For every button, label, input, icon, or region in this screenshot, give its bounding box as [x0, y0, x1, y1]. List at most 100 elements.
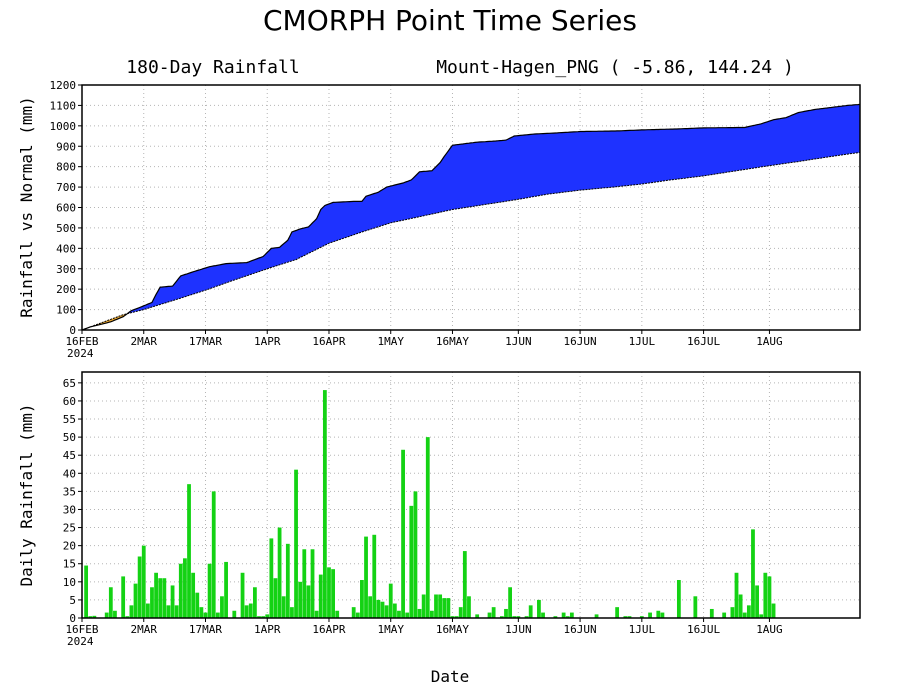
y-tick-label: 40 — [63, 467, 76, 480]
daily-rain-bar — [265, 614, 270, 618]
x-axis-label: Date — [431, 667, 470, 686]
daily-rain-bar — [211, 491, 216, 618]
x-tick-label: 1MAY — [377, 335, 404, 348]
daily-rain-bar — [137, 556, 142, 618]
daily-rain-bar — [434, 594, 438, 618]
x-tick-label: 16FEB — [65, 623, 98, 636]
daily-rain-bar — [183, 558, 187, 618]
daily-rain-bar — [656, 610, 661, 618]
daily-rain-bar — [446, 598, 451, 618]
y-tick-label: 300 — [56, 263, 76, 276]
daily-rain-bar — [709, 608, 714, 618]
chart-title: CMORPH Point Time Series — [263, 4, 637, 37]
x-tick-label: 2MAR — [130, 335, 157, 348]
y-tick-label: 65 — [63, 377, 76, 390]
daily-rain-bar — [467, 596, 471, 618]
daily-rain-bar — [730, 607, 735, 618]
daily-rain-bar — [244, 605, 249, 618]
daily-rain-bar — [454, 616, 459, 618]
normal-series-line — [81, 151, 861, 331]
top-panel: 0 100 200 300 400 500 600 700 800 900 1000 1100 1200… — [17, 79, 861, 360]
daily-rain-bar — [504, 608, 508, 618]
daily-rain-bar — [327, 567, 331, 618]
daily-rain-bar — [565, 616, 570, 618]
y-tick-label: 600 — [56, 202, 76, 215]
y-tick-label: 400 — [56, 242, 76, 255]
y-tick-label: 900 — [56, 140, 76, 153]
daily-rain-bar — [751, 529, 755, 618]
y-tick-label: 700 — [56, 181, 76, 194]
y-tick-label: 60 — [63, 395, 76, 408]
x-tick-year: 2024 — [67, 347, 94, 360]
daily-rain-bar — [129, 605, 134, 618]
top-panel-areas — [81, 103, 861, 331]
y-tick-label: 800 — [56, 161, 76, 174]
daily-rain-bar — [318, 574, 323, 618]
x-tick-label: 1JUN — [505, 623, 532, 636]
daily-rain-bar — [392, 603, 397, 618]
daily-rain-bar — [203, 612, 208, 618]
daily-rain-bar — [174, 605, 179, 618]
daily-rain-bar — [763, 572, 768, 618]
daily-rain-bar — [158, 578, 163, 618]
daily-rain-bar — [738, 594, 743, 618]
daily-rain-bar — [639, 616, 644, 618]
daily-rain-bar — [499, 616, 504, 618]
daily-rain-bar — [537, 599, 541, 618]
daily-rain-bar — [372, 534, 377, 618]
daily-rain-bar — [615, 607, 620, 618]
daily-rain-bar — [397, 610, 401, 618]
daily-rain-bar — [220, 596, 224, 618]
daily-rain-bar — [368, 596, 373, 618]
daily-rain-bar — [269, 538, 274, 618]
x-tick-label: 1JUL — [629, 335, 656, 348]
daily-rain-bar — [125, 616, 130, 618]
daily-rain-bar — [113, 610, 117, 618]
bottom-panel-y-label: Daily Rainfall (mm) — [17, 403, 36, 586]
daily-rain-bar — [742, 612, 747, 618]
rainfall-series-line — [81, 103, 861, 331]
daily-rain-bar — [759, 614, 764, 618]
x-tick-label: 1JUL — [629, 623, 656, 636]
daily-rain-bar — [569, 612, 574, 618]
top-panel-y-label: Rainfall vs Normal (mm) — [17, 96, 36, 318]
daily-rain-bar — [409, 505, 414, 618]
y-tick-label: 10 — [63, 576, 76, 589]
surplus-area — [127, 104, 861, 314]
y-tick-label: 5 — [69, 594, 76, 607]
daily-rain-bar — [450, 616, 455, 618]
daily-rain-bar — [425, 437, 430, 618]
daily-rain-bar — [298, 581, 303, 618]
daily-rain-bar — [722, 612, 727, 618]
daily-rain-bar — [491, 607, 496, 618]
x-tick-label: 1APR — [254, 623, 281, 636]
daily-rain-bar — [335, 610, 340, 618]
bottom-panel-y-ticks: 0 5 10 15 20 25 30 35 40 45 50 55 60 65 — [63, 377, 82, 625]
daily-rain-bar — [261, 616, 266, 618]
daily-rain-bar — [290, 607, 294, 618]
daily-rain-bar — [257, 616, 261, 618]
daily-rain-bar — [380, 601, 385, 618]
y-tick-label: 15 — [63, 558, 76, 571]
daily-rain-bar — [421, 594, 426, 618]
daily-rain-bar — [215, 612, 220, 618]
daily-rain-bar — [285, 543, 290, 618]
x-tick-label: 1JUN — [505, 335, 532, 348]
daily-rain-bar — [145, 603, 150, 618]
daily-rain-bar — [154, 572, 158, 618]
daily-rain-bar — [376, 599, 381, 618]
daily-rain-bar — [88, 616, 93, 618]
daily-rain-bar — [253, 587, 257, 618]
daily-rain-bar — [413, 491, 418, 618]
daily-rain-bar — [195, 592, 200, 618]
daily-rain-bar — [281, 596, 286, 618]
daily-rain-bar — [388, 583, 393, 618]
daily-rain-bar — [384, 605, 389, 618]
daily-rain-bar — [141, 545, 146, 618]
daily-rain-bar — [524, 616, 529, 618]
daily-rain-bar — [487, 612, 492, 618]
x-tick-label: 2MAR — [130, 623, 157, 636]
x-tick-label: 16MAY — [436, 335, 469, 348]
daily-rain-bar — [541, 612, 545, 618]
daily-rain-bar — [462, 551, 467, 618]
